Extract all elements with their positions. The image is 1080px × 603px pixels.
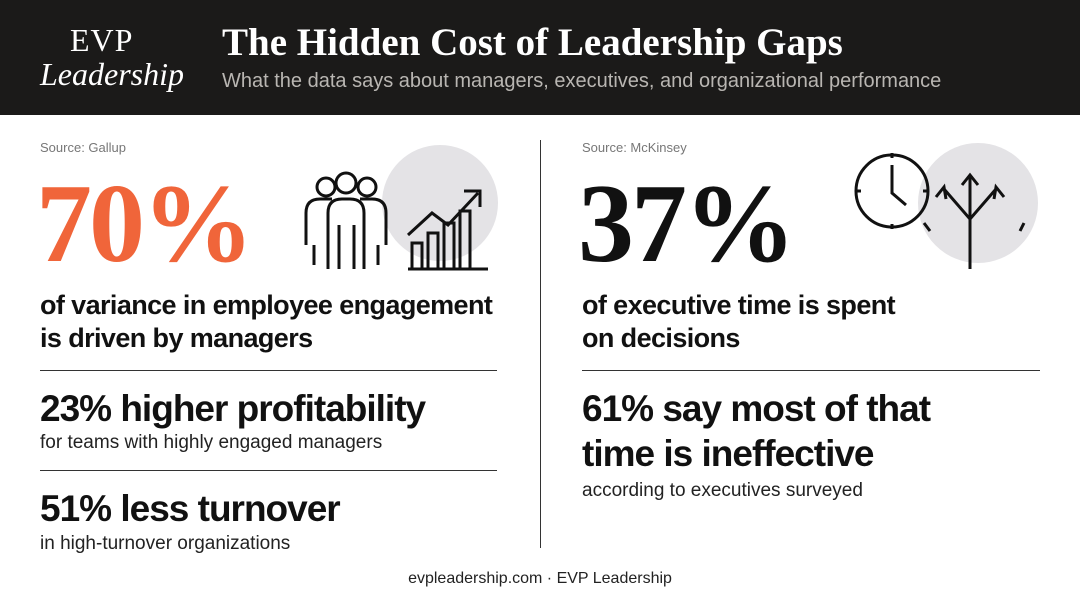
divider	[40, 470, 497, 471]
divider	[40, 370, 497, 371]
icon-clock-arrows	[854, 143, 1038, 269]
statement: is driven by managers	[40, 323, 313, 353]
statement: of executive time is spent	[582, 290, 896, 320]
logo-text: Leadership	[40, 56, 184, 92]
fact-detail: for teams with highly engaged managers	[40, 432, 383, 453]
statement: on decisions	[582, 323, 740, 353]
subtitle: What the data says about managers, execu…	[222, 70, 942, 92]
fact-headline: 61% say most of that	[582, 388, 931, 429]
icon	[854, 153, 1026, 269]
icon	[304, 171, 488, 271]
fact-detail: in high-turnover organizations	[40, 533, 291, 554]
fact-headline: time is ineffective	[582, 433, 875, 474]
header: EVP Leadership The Hidden Cost of Leader…	[0, 0, 1080, 115]
source: Source: McKinsey	[582, 140, 687, 155]
statement: of variance in employee engagement	[40, 290, 493, 320]
fact-headline: 23% higher profitability	[40, 388, 426, 429]
footer: evpleadership.com · EVP Leadership	[408, 570, 672, 587]
title: The Hidden Cost of Leadership Gaps	[222, 21, 843, 64]
logo-text: EVP	[70, 22, 134, 58]
source: Source: Gallup	[40, 140, 126, 155]
big-stat: 37%	[578, 162, 796, 286]
icon-bg	[918, 143, 1038, 263]
column-divider	[540, 140, 541, 548]
fact-headline: 51% less turnover	[40, 488, 341, 529]
icon-people-growth	[304, 145, 498, 271]
big-stat: 70%	[36, 162, 254, 286]
fact-detail: according to executives surveyed	[582, 480, 863, 501]
divider	[582, 370, 1040, 371]
